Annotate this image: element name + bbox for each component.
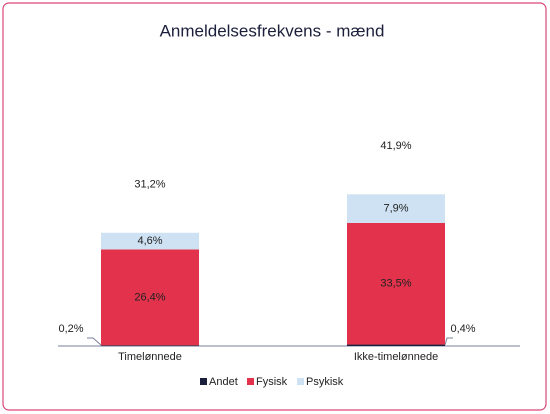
total-label: 31,2%	[134, 179, 165, 191]
data-label: 7,9%	[383, 203, 408, 215]
chart-title: Anmeldelsesfrekvens - mænd	[160, 21, 385, 40]
leader-line	[444, 337, 453, 346]
legend-swatch	[297, 378, 304, 385]
bar-segment	[347, 194, 445, 223]
data-label: 26,4%	[134, 291, 165, 303]
data-label: 0,4%	[450, 323, 475, 335]
legend-swatch	[247, 378, 254, 385]
x-tick-label: Ikke-timelønnede	[354, 351, 438, 363]
legend-swatch	[200, 378, 207, 385]
total-label: 41,9%	[380, 140, 411, 152]
bar-segment	[347, 222, 445, 345]
bar-segment	[347, 344, 445, 346]
data-label: 33,5%	[380, 278, 411, 290]
bar-segment	[101, 232, 199, 250]
data-label: 0,2%	[58, 323, 83, 335]
leader-line	[87, 337, 102, 346]
bar-segment	[101, 345, 199, 347]
legend-label: Fysisk	[256, 376, 288, 388]
bar-segment	[101, 249, 199, 346]
legend-label: Psykisk	[306, 376, 344, 388]
data-label: 4,6%	[137, 235, 162, 247]
x-tick-label: Timelønnede	[118, 351, 182, 363]
legend-label: Andet	[209, 376, 238, 388]
chart-frame	[2, 2, 547, 411]
